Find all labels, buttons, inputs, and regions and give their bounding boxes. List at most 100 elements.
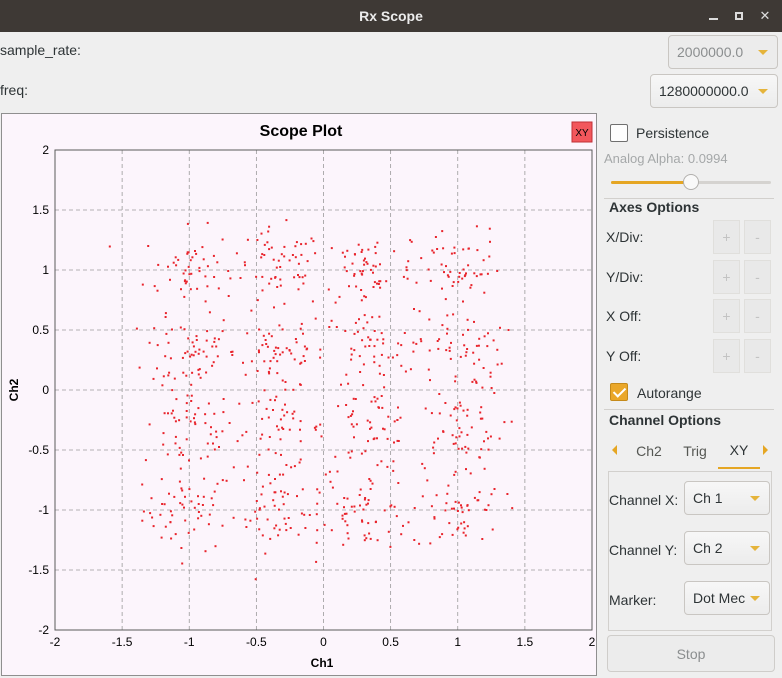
- close-icon: ✕: [759, 8, 771, 23]
- scatter-point: [437, 347, 440, 350]
- scatter-point: [283, 255, 286, 258]
- scatter-point: [298, 461, 301, 464]
- scatter-point: [340, 383, 342, 386]
- close-button[interactable]: ✕: [754, 5, 776, 27]
- scatter-point: [207, 523, 210, 526]
- channel-x-combo[interactable]: Ch 1: [684, 481, 770, 515]
- scatter-point: [368, 345, 371, 347]
- scatter-point: [482, 367, 485, 369]
- scatter-point: [195, 339, 198, 341]
- scatter-point: [272, 258, 275, 261]
- scatter-point: [480, 273, 483, 276]
- analog-alpha-slider[interactable]: [611, 174, 771, 190]
- analog-alpha-slider-handle[interactable]: [683, 174, 699, 190]
- scatter-point: [261, 433, 264, 436]
- scatter-point: [291, 412, 294, 415]
- scatter-point: [483, 291, 486, 294]
- scatter-point: [361, 339, 364, 342]
- scatter-point: [260, 232, 263, 235]
- scatter-point: [404, 370, 407, 373]
- scatter-point: [353, 274, 356, 277]
- x-div-decrease-button[interactable]: -: [744, 220, 771, 254]
- scatter-point: [446, 327, 449, 330]
- y-offset-decrease-button[interactable]: -: [744, 339, 771, 373]
- stop-button[interactable]: Stop: [607, 635, 775, 672]
- scatter-points: [108, 219, 514, 581]
- scatter-point: [363, 314, 366, 317]
- scatter-point: [456, 528, 459, 531]
- scatter-point: [477, 499, 480, 502]
- scatter-point: [169, 510, 172, 513]
- scatter-point: [393, 441, 395, 444]
- tab-scroll-left-icon[interactable]: [612, 445, 617, 455]
- channel-y-combo[interactable]: Ch 2: [684, 531, 770, 565]
- scatter-point: [466, 414, 469, 417]
- y-div-increase-button[interactable]: +: [713, 260, 740, 294]
- scatter-point: [303, 360, 306, 362]
- maximize-button[interactable]: [728, 5, 750, 27]
- x-offset-decrease-button[interactable]: -: [744, 299, 771, 333]
- scatter-point: [284, 403, 286, 406]
- scatter-point: [222, 319, 225, 322]
- scatter-point: [263, 254, 266, 256]
- scatter-point: [213, 276, 216, 278]
- scatter-point: [267, 370, 270, 373]
- sample-rate-combo[interactable]: 2000000.0: [668, 35, 778, 69]
- tab-scroll-right-icon[interactable]: [763, 445, 768, 455]
- tab-ch2[interactable]: Ch2: [626, 433, 672, 469]
- scatter-point: [300, 243, 303, 246]
- scatter-point: [266, 241, 269, 244]
- scope-plot-pane[interactable]: Scope Plot -2 -1.5 -1 -0.5 0 0.5 1 1.5 2 -2 -1.5-…: [1, 113, 597, 676]
- x-tick-label: -0.5: [246, 635, 267, 649]
- scatter-point: [171, 514, 174, 517]
- scatter-point: [358, 494, 361, 496]
- scatter-point: [457, 526, 460, 529]
- scatter-point: [374, 265, 377, 268]
- scatter-point: [489, 435, 492, 438]
- scatter-point: [278, 324, 281, 327]
- scatter-point: [167, 265, 169, 268]
- scatter-point: [180, 451, 183, 454]
- scatter-point: [383, 386, 386, 389]
- scatter-point: [299, 458, 302, 461]
- scatter-point: [258, 453, 261, 456]
- minus-icon: -: [755, 269, 760, 285]
- y-offset-increase-button[interactable]: +: [713, 339, 740, 373]
- tab-trig[interactable]: Trig: [672, 433, 718, 469]
- scatter-point: [175, 264, 178, 267]
- channel-tabs: Ch2 Trig XY: [608, 433, 772, 469]
- scatter-point: [481, 538, 484, 540]
- window-title: Rx Scope: [359, 8, 423, 24]
- x-div-increase-button[interactable]: +: [713, 220, 740, 254]
- scatter-point: [188, 459, 190, 462]
- scatter-point: [386, 437, 389, 440]
- scatter-point: [450, 252, 453, 255]
- scatter-point: [343, 512, 346, 515]
- xy-toggle-button[interactable]: [571, 121, 593, 143]
- scatter-point: [315, 541, 318, 544]
- scatter-point: [329, 480, 332, 483]
- scatter-point: [153, 327, 156, 330]
- scatter-point: [456, 510, 459, 512]
- x-offset-increase-button[interactable]: +: [713, 299, 740, 333]
- minimize-button[interactable]: [702, 5, 724, 27]
- scatter-point: [245, 430, 248, 433]
- scatter-point: [195, 252, 198, 255]
- scatter-point: [403, 332, 406, 334]
- divider: [604, 198, 774, 199]
- scatter-point: [286, 493, 289, 496]
- marker-combo[interactable]: Dot Mec: [684, 581, 770, 615]
- autorange-checkbox[interactable]: [610, 383, 628, 401]
- scatter-point: [273, 527, 276, 530]
- tab-xy[interactable]: XY: [718, 433, 760, 469]
- scatter-point: [335, 326, 338, 328]
- y-div-label: Y/Div:: [606, 269, 644, 285]
- scatter-point: [156, 344, 159, 347]
- scatter-point: [279, 353, 282, 356]
- freq-combo[interactable]: 1280000000.0: [650, 74, 778, 108]
- persistence-checkbox[interactable]: [610, 124, 628, 142]
- scatter-point: [362, 259, 365, 262]
- scope-plot[interactable]: Scope Plot -2 -1.5 -1 -0.5 0 0.5 1 1.5 2 -2-1.5-…: [2, 114, 596, 675]
- plot-grid: [55, 150, 592, 630]
- y-div-decrease-button[interactable]: -: [744, 260, 771, 294]
